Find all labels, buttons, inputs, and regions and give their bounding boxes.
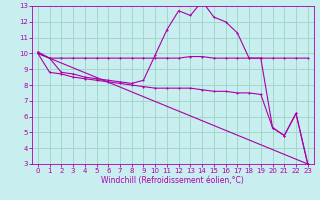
X-axis label: Windchill (Refroidissement éolien,°C): Windchill (Refroidissement éolien,°C) (101, 176, 244, 185)
